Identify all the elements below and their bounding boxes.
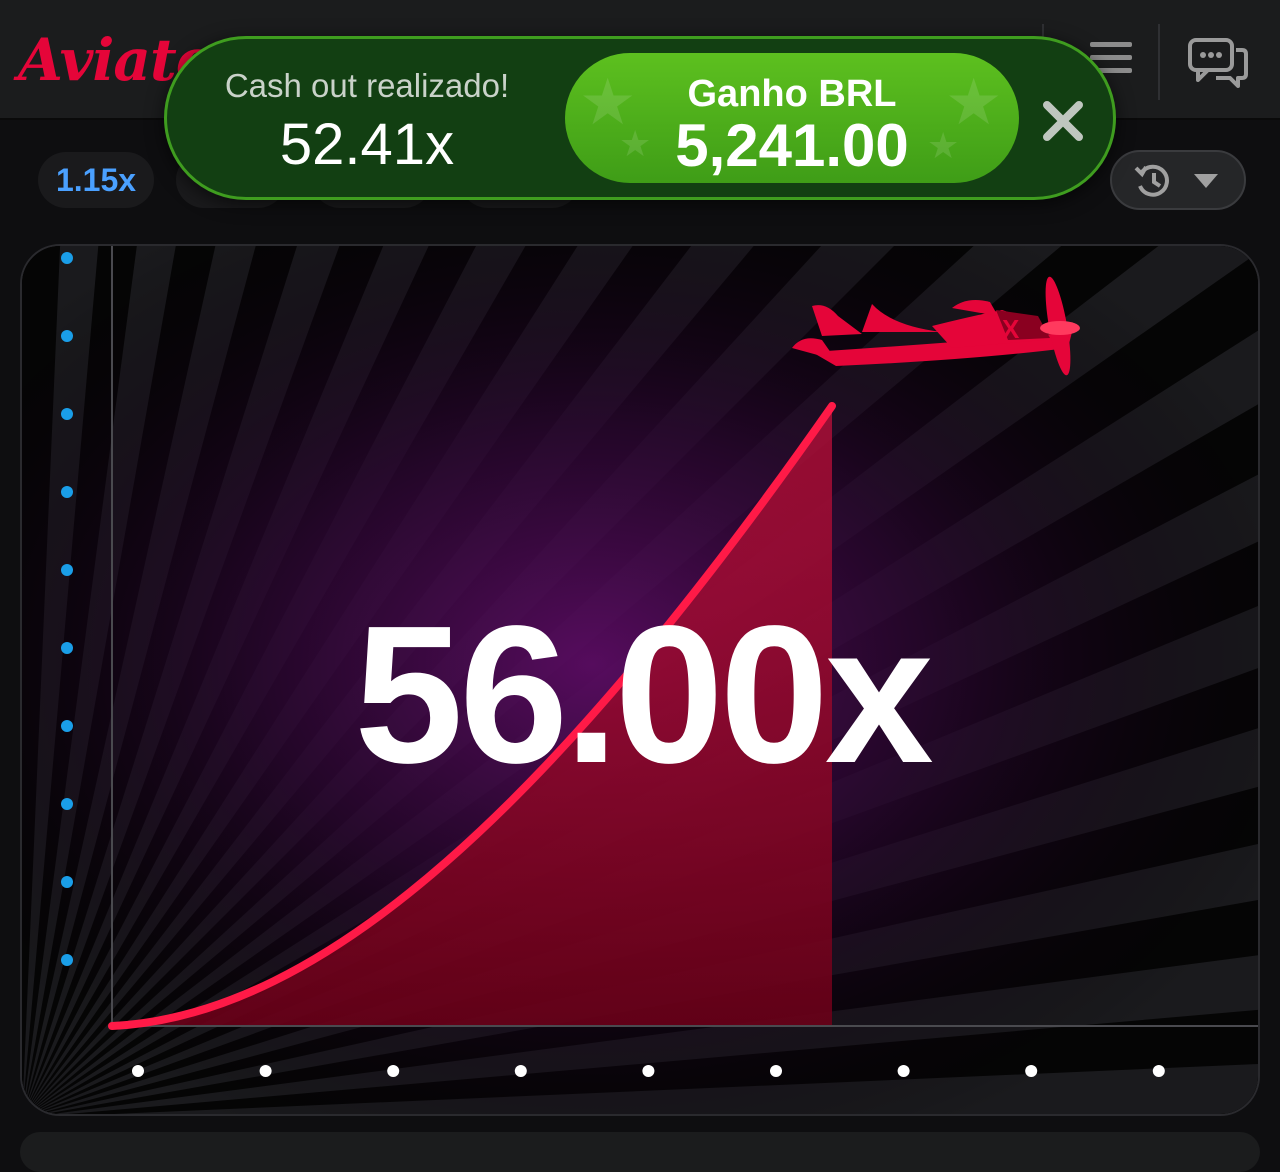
star-icon: ★ [579, 66, 637, 138]
game-area: X 56.00x [20, 244, 1260, 1116]
x-axis-dot [770, 1065, 782, 1077]
hamburger-menu-icon[interactable] [1090, 42, 1132, 82]
close-icon[interactable] [1039, 97, 1087, 145]
curve-area [112, 406, 832, 1026]
history-toggle-button[interactable] [1110, 150, 1246, 210]
chevron-down-icon [1194, 174, 1218, 188]
y-axis-dots [61, 252, 73, 966]
x-axis-dot [514, 1065, 527, 1077]
flight-curve [108, 402, 836, 1030]
cashout-label: Cash out realizado! [224, 67, 510, 104]
win-amount: 5,241.00 [675, 112, 909, 179]
x-axis-dot [259, 1065, 272, 1077]
x-axis-dot [897, 1065, 910, 1077]
y-axis-dot [61, 642, 73, 654]
current-multiplier: 56.00x [354, 585, 933, 804]
divider [1158, 24, 1160, 100]
win-label: Ganho BRL [687, 73, 897, 115]
win-amount-pill: ★ ★ ★ ★ Ganho BRL 5,241.00 [565, 53, 1019, 183]
y-axis-dot [61, 798, 73, 810]
y-axis-dot [61, 876, 73, 888]
history-multiplier-value: 1.15x [55, 162, 137, 198]
x-axis-dot [642, 1065, 655, 1077]
star-icon: ★ [619, 123, 652, 164]
cashout-toast: Cash out realizado! 52.41x ★ ★ ★ ★ Ganho… [164, 36, 1116, 200]
y-axis-dot [61, 330, 73, 342]
y-axis-dot [61, 252, 73, 264]
star-icon: ★ [945, 66, 1003, 138]
x-axis-dot [1025, 1065, 1038, 1077]
clock-history-icon [1134, 164, 1169, 197]
y-axis-dot [61, 408, 73, 420]
bet-panel [20, 1132, 1260, 1172]
y-axis-dot [61, 486, 73, 498]
y-axis-dot [61, 564, 73, 576]
svg-text:X: X [1002, 314, 1020, 344]
x-axis-dot [1152, 1065, 1165, 1077]
x-axis-dot [132, 1065, 144, 1077]
star-icon: ★ [927, 125, 960, 166]
x-axis-dot [387, 1065, 400, 1077]
y-axis-dot [61, 720, 73, 732]
y-axis-dot [61, 954, 73, 966]
airplane-icon: X [792, 276, 1080, 376]
cashout-multiplier: 52.41x [279, 112, 455, 177]
chat-bubbles-icon[interactable] [1188, 36, 1250, 88]
x-axis-dots [132, 1065, 1165, 1077]
history-multiplier[interactable]: 1.15x [38, 152, 154, 208]
